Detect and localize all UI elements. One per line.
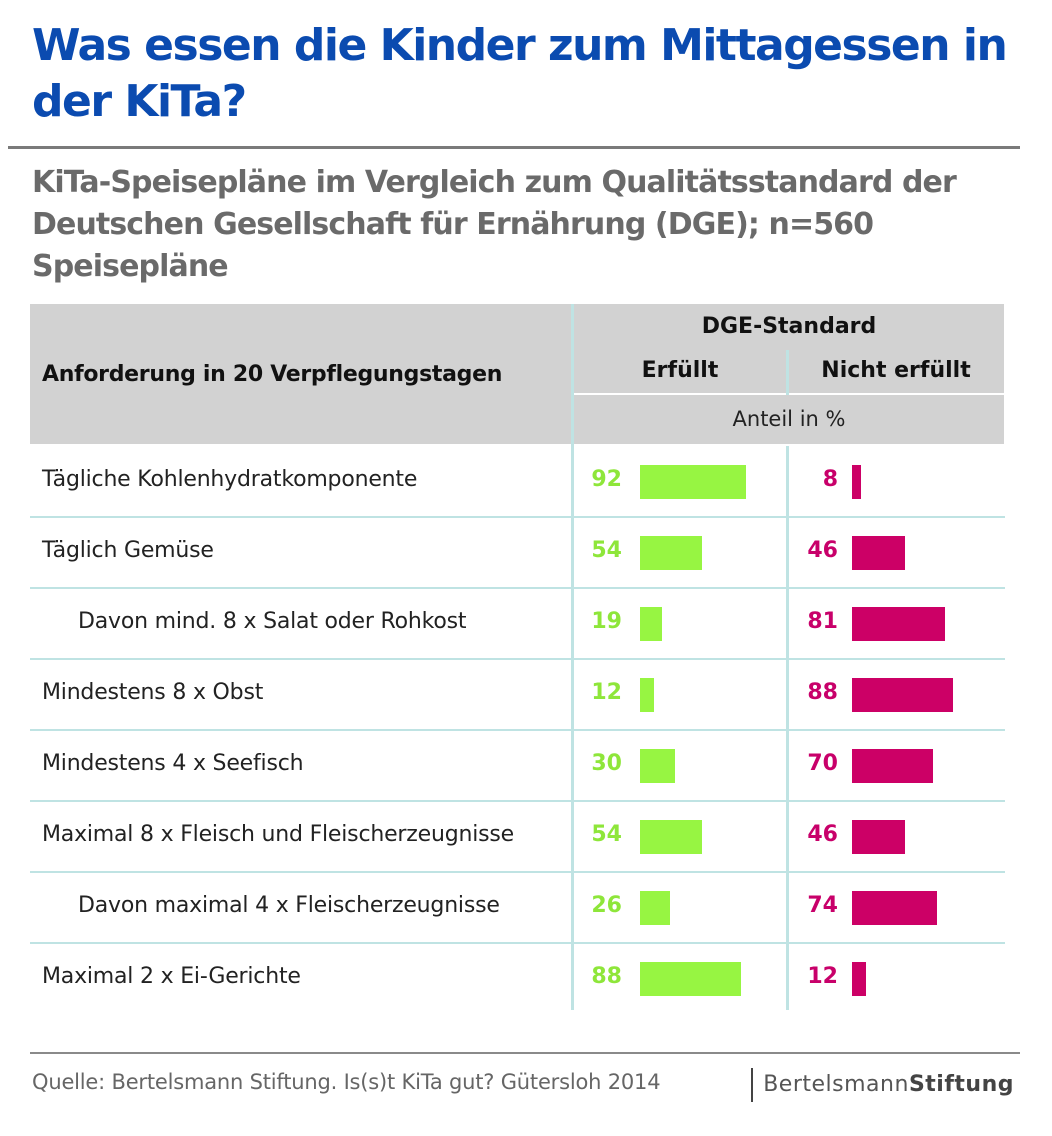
value-not-fulfilled: 70 xyxy=(807,751,838,776)
value-fulfilled: 30 xyxy=(591,751,622,776)
column-divider-right-body xyxy=(786,446,789,1010)
row-divider xyxy=(30,800,1005,802)
value-fulfilled: 26 xyxy=(591,893,622,918)
bar-fulfilled xyxy=(640,607,662,641)
row-label: Tägliche Kohlenhydratkomponente xyxy=(42,467,418,492)
header-standard-label: DGE-Standard xyxy=(701,314,877,339)
table-header-unit: Anteil in % xyxy=(574,395,1004,444)
bar-fulfilled xyxy=(640,891,670,925)
value-not-fulfilled: 12 xyxy=(807,964,838,989)
header-unit-label: Anteil in % xyxy=(732,407,846,431)
value-fulfilled: 88 xyxy=(591,964,622,989)
value-fulfilled: 54 xyxy=(591,538,622,563)
header-not-fulfilled-label: Nicht erfüllt xyxy=(821,358,971,383)
row-divider xyxy=(30,942,1005,944)
bar-not-fulfilled xyxy=(852,891,937,925)
bar-not-fulfilled xyxy=(852,607,945,641)
column-divider-right xyxy=(786,350,789,395)
value-not-fulfilled: 74 xyxy=(807,893,838,918)
footer-divider xyxy=(30,1052,1020,1054)
bar-not-fulfilled xyxy=(852,749,933,783)
value-not-fulfilled: 46 xyxy=(807,822,838,847)
bar-fulfilled xyxy=(640,536,702,570)
table-header-requirement: Anforderung in 20 Verpflegungstagen xyxy=(30,304,571,444)
row-label: Mindestens 4 x Seefisch xyxy=(42,751,304,776)
bar-not-fulfilled xyxy=(852,465,861,499)
chart-subtitle: KiTa-Speisepläne im Vergleich zum Qualit… xyxy=(32,165,957,284)
row-label: Davon mind. 8 x Salat oder Rohkost xyxy=(78,609,467,634)
value-not-fulfilled: 81 xyxy=(807,609,838,634)
bar-fulfilled xyxy=(640,749,675,783)
bar-not-fulfilled xyxy=(852,820,905,854)
row-label: Mindestens 8 x Obst xyxy=(42,680,264,705)
value-not-fulfilled: 8 xyxy=(822,467,838,492)
bar-not-fulfilled xyxy=(852,678,953,712)
value-fulfilled: 54 xyxy=(591,822,622,847)
row-label: Davon maximal 4 x Fleischerzeugnisse xyxy=(78,893,500,918)
source-note: Quelle: Bertelsmann Stiftung. Is(s)t KiT… xyxy=(32,1070,661,1094)
row-divider xyxy=(30,658,1005,660)
header-fulfilled-label: Erfüllt xyxy=(641,358,719,383)
bar-fulfilled xyxy=(640,962,741,996)
value-fulfilled: 92 xyxy=(591,467,622,492)
row-label: Maximal 8 x Fleisch und Fleischerzeugnis… xyxy=(42,822,514,847)
row-label: Täglich Gemüse xyxy=(42,538,214,563)
bar-not-fulfilled xyxy=(852,536,905,570)
row-divider xyxy=(30,871,1005,873)
logo-part2: Stiftung xyxy=(908,1072,1014,1097)
title-divider xyxy=(8,146,1020,149)
row-label: Maximal 2 x Ei-Gerichte xyxy=(42,964,301,989)
row-divider xyxy=(30,516,1005,518)
value-fulfilled: 19 xyxy=(591,609,622,634)
value-fulfilled: 12 xyxy=(591,680,622,705)
header-requirement-label: Anforderung in 20 Verpflegungstagen xyxy=(42,362,503,387)
bar-not-fulfilled xyxy=(852,962,866,996)
column-divider-left xyxy=(571,304,574,1010)
table-header-standard: DGE-Standard Erfüllt Nicht erfüllt xyxy=(574,304,1004,393)
logo-part1: Bertelsmann xyxy=(763,1072,909,1097)
value-not-fulfilled: 46 xyxy=(807,538,838,563)
row-divider xyxy=(30,729,1005,731)
bar-fulfilled xyxy=(640,678,654,712)
bar-fulfilled xyxy=(640,820,702,854)
row-divider xyxy=(30,587,1005,589)
bertelsmann-logo: BertelsmannStiftung xyxy=(751,1068,1014,1102)
chart-title: Was essen die Kinder zum Mittagessen in … xyxy=(32,20,1008,127)
value-not-fulfilled: 88 xyxy=(807,680,838,705)
bar-fulfilled xyxy=(640,465,746,499)
